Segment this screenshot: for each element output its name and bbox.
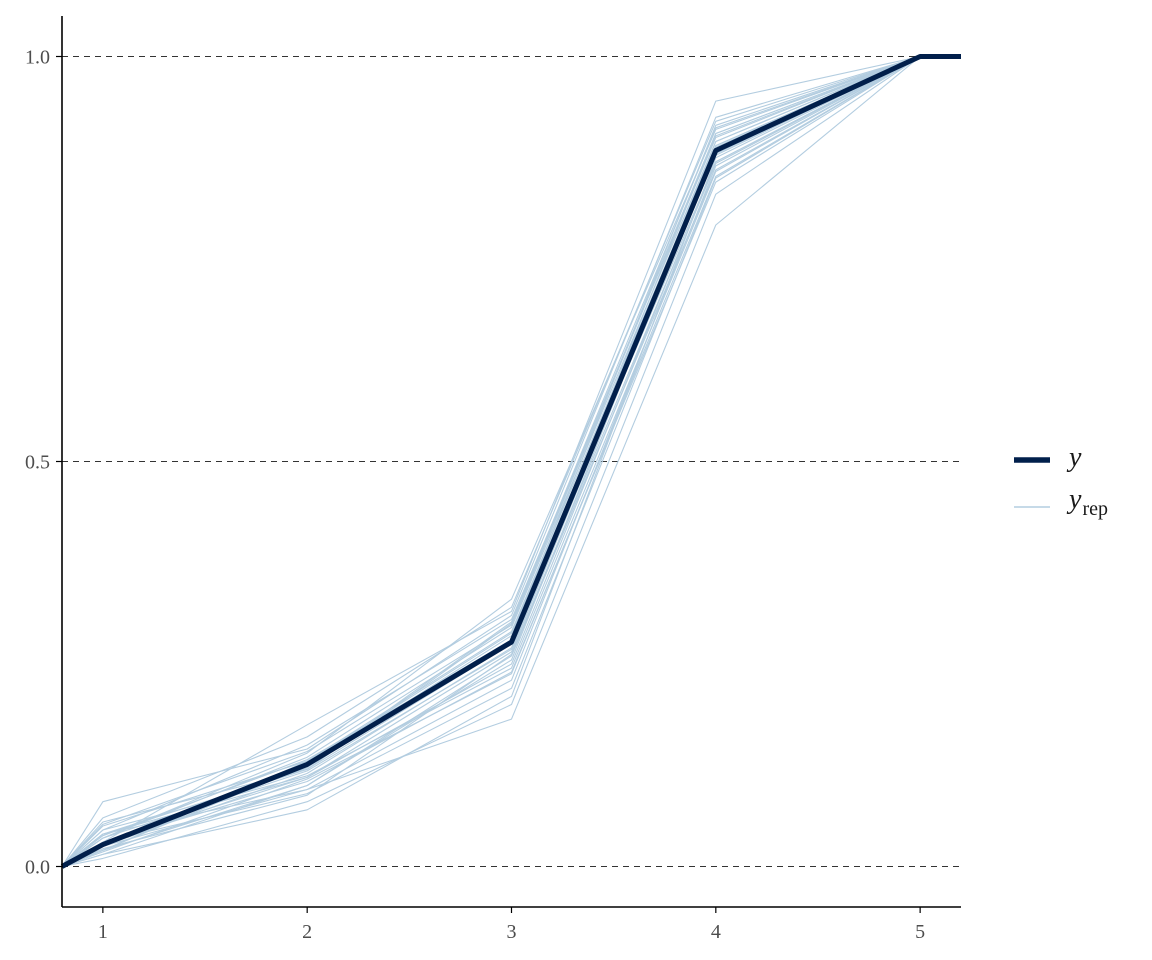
legend: y yrep: [1014, 442, 1108, 520]
y-tick-label: 0.0: [25, 857, 50, 879]
observed-series: [60, 54, 961, 869]
legend-label-yrep-subscript: rep: [1082, 498, 1108, 520]
observed-line: [60, 54, 961, 869]
legend-label-yrep: yrep: [1066, 484, 1108, 520]
legend-label-y: y: [1066, 442, 1082, 473]
x-tick-label: 4: [711, 921, 721, 943]
x-tick-label: 1: [98, 921, 108, 943]
legend-label-yrep-symbol: y: [1066, 484, 1082, 515]
x-tick-label: 2: [302, 921, 312, 943]
y-tick-label: 1.0: [25, 47, 50, 69]
tick-labels: 1 2 3 4 5 0.0 0.5 1.0: [25, 47, 925, 944]
x-tick-label: 5: [915, 921, 925, 943]
x-tick-label: 3: [507, 921, 517, 943]
y-tick-label: 0.5: [25, 452, 50, 474]
reference-lines: [62, 56, 961, 867]
